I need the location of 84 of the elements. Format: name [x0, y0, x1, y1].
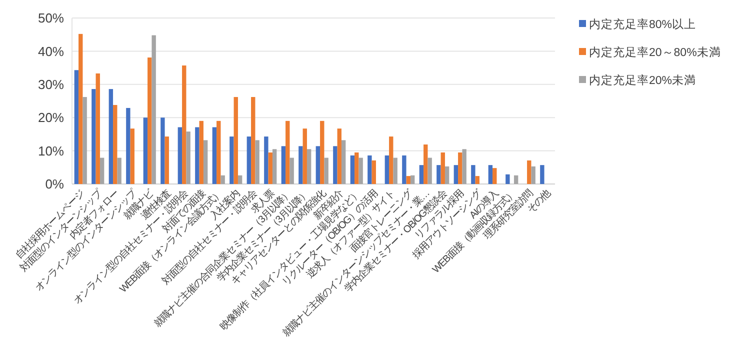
bar — [74, 70, 79, 184]
bar — [220, 175, 225, 184]
bar — [514, 175, 518, 184]
bar — [492, 168, 497, 184]
bar — [92, 89, 96, 184]
bar — [306, 149, 312, 184]
bar — [130, 128, 134, 184]
bar — [264, 136, 268, 184]
bar — [372, 160, 376, 184]
bar — [458, 152, 462, 184]
bar — [436, 165, 441, 184]
bar — [216, 120, 221, 184]
bar — [212, 127, 217, 184]
bar — [384, 155, 390, 184]
bar — [444, 166, 450, 184]
bar — [316, 146, 320, 184]
bar — [126, 108, 130, 184]
legend-label: 内定充足率20～80%未満 — [589, 45, 721, 60]
bar — [302, 128, 307, 184]
bar — [182, 65, 186, 184]
bar — [350, 155, 355, 184]
bar — [368, 155, 372, 184]
bar — [272, 149, 277, 184]
bar — [358, 158, 363, 184]
bar — [281, 146, 286, 184]
bar — [393, 158, 398, 184]
y-tick-label: 30% — [38, 76, 64, 92]
bar — [540, 165, 544, 184]
bar — [78, 34, 83, 184]
bar — [82, 97, 87, 184]
bar — [160, 118, 165, 184]
bar — [410, 175, 415, 184]
bar — [354, 152, 359, 184]
bar — [440, 152, 445, 184]
bar — [164, 136, 169, 184]
bar — [389, 136, 394, 184]
bar — [527, 160, 532, 184]
y-tick-label: 40% — [38, 44, 64, 59]
bar — [117, 158, 122, 184]
bar — [234, 97, 238, 184]
bar — [320, 120, 324, 184]
bar — [488, 165, 493, 184]
bar — [113, 104, 118, 184]
bar — [402, 155, 406, 184]
bar — [96, 73, 100, 184]
bar — [148, 58, 152, 184]
bar — [108, 89, 114, 184]
bar — [268, 152, 272, 184]
bar — [333, 146, 338, 184]
bar — [419, 165, 424, 184]
bar — [143, 118, 148, 184]
bar — [255, 140, 260, 184]
bar — [454, 165, 458, 184]
legend-label: 内定充足率80%以上 — [589, 17, 696, 32]
bar — [152, 35, 156, 184]
bar — [199, 120, 204, 184]
bar — [230, 136, 234, 184]
y-tick-label: 50% — [38, 10, 64, 26]
bar — [506, 174, 510, 184]
bar — [100, 158, 104, 184]
bar — [341, 140, 346, 184]
bar — [424, 144, 428, 184]
bar — [428, 158, 432, 184]
y-tick-label: 20% — [38, 110, 64, 126]
bar — [246, 136, 252, 184]
bar — [178, 127, 182, 184]
bar — [471, 165, 476, 184]
bar — [286, 120, 290, 184]
bar — [238, 175, 242, 184]
bar — [195, 127, 200, 184]
bar — [475, 176, 480, 184]
bar — [324, 158, 328, 184]
bar — [251, 97, 256, 184]
bar — [462, 149, 466, 184]
y-tick-label: 10% — [38, 143, 64, 158]
bar — [298, 146, 303, 184]
bar — [531, 166, 536, 184]
legend-label: 内定充足率20%未満 — [589, 73, 696, 88]
y-tick-label: 0% — [45, 176, 64, 192]
bar — [186, 132, 190, 184]
bar — [406, 176, 410, 184]
bar — [203, 140, 208, 184]
bar — [337, 128, 342, 184]
bar — [290, 158, 294, 184]
